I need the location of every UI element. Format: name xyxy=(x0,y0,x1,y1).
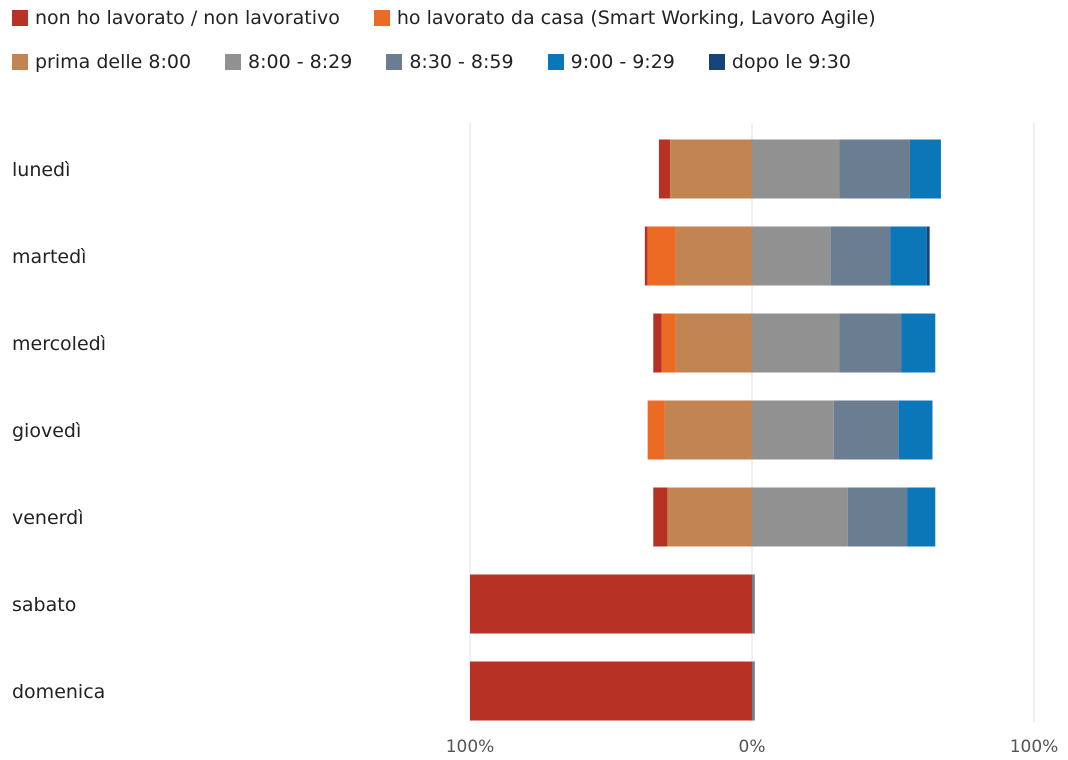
legend-item: prima delle 8:00 xyxy=(12,51,191,73)
bar-segment xyxy=(752,661,755,721)
legend-item: 8:00 - 8:29 xyxy=(225,51,352,73)
bar-segment xyxy=(752,487,848,547)
bar-segment xyxy=(847,487,908,547)
legend-label: non ho lavorato / non lavorativo xyxy=(35,7,340,29)
bar-segment xyxy=(653,487,668,547)
bar-segment xyxy=(675,226,752,286)
legend-item: 8:30 - 8:59 xyxy=(386,51,514,73)
bar-segment xyxy=(647,400,665,460)
bar-segment xyxy=(890,226,927,286)
bar-segment xyxy=(752,400,834,460)
bar-segment xyxy=(833,400,899,460)
chart-legend: non ho lavorato / non lavorativo ho lavo… xyxy=(12,4,1052,92)
legend-label: 8:00 - 8:29 xyxy=(248,51,353,73)
category-label: martedì xyxy=(12,246,86,268)
bar-segment xyxy=(898,400,933,460)
legend-label: 8:30 - 8:59 xyxy=(409,51,514,73)
bar-segment xyxy=(839,313,902,373)
category-label: giovedì xyxy=(12,420,81,442)
legend-swatch xyxy=(386,54,403,70)
bar-segment xyxy=(644,226,648,286)
bar-segment xyxy=(675,313,752,373)
category-label: domenica xyxy=(12,681,105,703)
x-tick-label: 0% xyxy=(739,737,766,757)
bar-segment xyxy=(839,139,910,199)
legend-label: prima delle 8:00 xyxy=(35,51,192,73)
legend-swatch xyxy=(225,54,242,70)
bar-segment xyxy=(470,661,752,721)
legend-item: dopo le 9:30 xyxy=(708,51,851,73)
bar-segment xyxy=(752,139,840,199)
stacked-bar-chart: 100% 0% 100% lunedì martedì mercoledì giovedì v… xyxy=(12,123,1059,757)
bar-segment xyxy=(647,226,676,286)
legend-label: 9:00 - 9:29 xyxy=(570,51,675,73)
legend-row-2: prima delle 8:00 8:00 - 8:29 8:30 - 8:59… xyxy=(12,48,1052,76)
bar-segment xyxy=(653,313,662,373)
legend-label: ho lavorato da casa (Smart Working, Lavo… xyxy=(396,7,876,29)
legend-swatch xyxy=(12,10,28,26)
bar-segment xyxy=(907,487,936,547)
bar-segment xyxy=(470,574,752,634)
bar-segment xyxy=(926,226,930,286)
category-label: venerdì xyxy=(12,507,83,529)
legend-swatch xyxy=(373,10,390,26)
bar-segment xyxy=(752,313,840,373)
legend-swatch xyxy=(708,54,725,70)
legend-label: dopo le 9:30 xyxy=(731,51,851,73)
bar-segment xyxy=(901,313,936,373)
category-label: mercoledì xyxy=(12,333,106,355)
legend-swatch xyxy=(547,54,564,70)
category-label: sabato xyxy=(12,594,76,616)
category-label: lunedì xyxy=(12,159,70,181)
bar-segment xyxy=(661,313,676,373)
legend-item: non ho lavorato / non lavorativo xyxy=(12,7,340,29)
bar-segment xyxy=(752,574,755,634)
legend-row-1: non ho lavorato / non lavorativo ho lavo… xyxy=(12,4,1052,32)
x-tick-label: 100% xyxy=(1010,737,1059,757)
bar-segment xyxy=(752,226,831,286)
bar-segment xyxy=(909,139,941,199)
bar-segment xyxy=(658,139,671,199)
bar-segment xyxy=(830,226,891,286)
bar-segment xyxy=(667,487,752,547)
legend-item: ho lavorato da casa (Smart Working, Lavo… xyxy=(373,7,876,29)
legend-swatch xyxy=(12,54,28,70)
legend-item: 9:00 - 9:29 xyxy=(547,51,675,73)
bar-segment xyxy=(664,400,752,460)
bar-segment xyxy=(670,139,752,199)
x-tick-label: 100% xyxy=(446,737,495,757)
